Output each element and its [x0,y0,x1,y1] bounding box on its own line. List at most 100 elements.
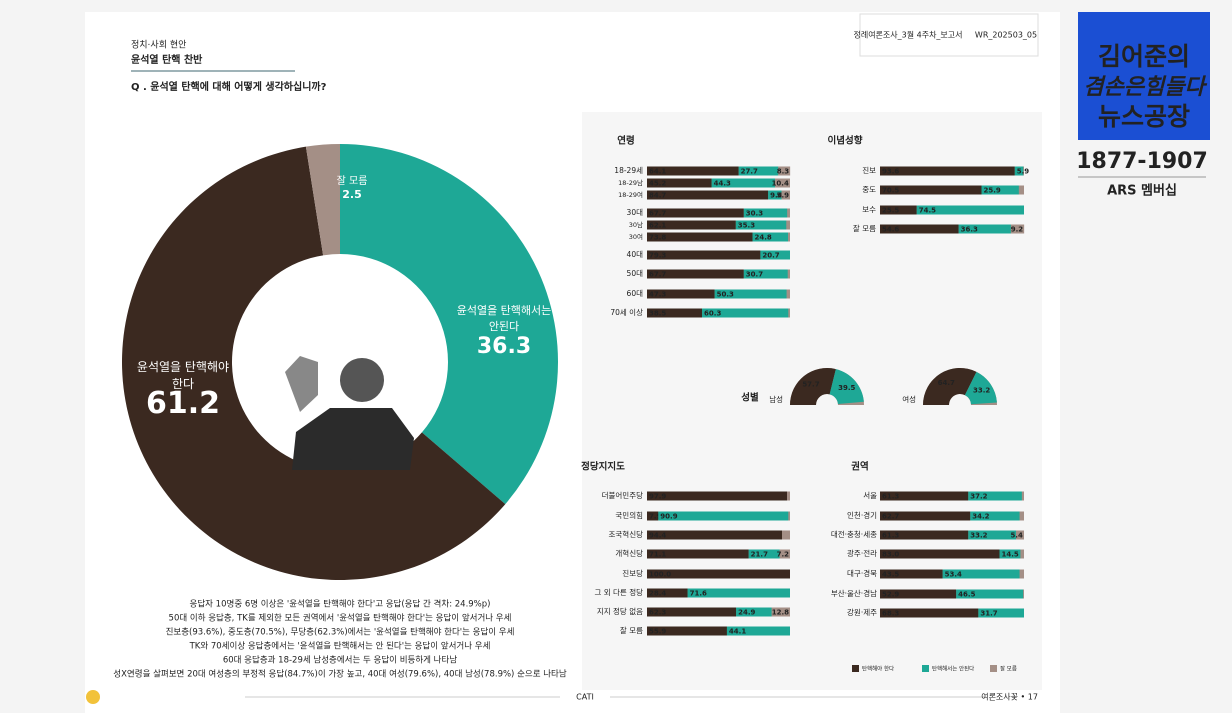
slice-value: 36.3 [476,334,532,359]
value-label: 94.4 [649,532,666,540]
value-label: 27.7 [741,168,758,176]
photo [285,356,414,470]
bar-segment [647,190,769,200]
value-label: 7.2 [777,551,790,559]
value-label: 50.3 [717,291,734,299]
value-label: 70.5 [882,187,899,195]
category-label: 잘 모름 [853,224,876,233]
legend-swatch [852,665,859,672]
value-label: 64.1 [649,168,666,176]
bar-segment [647,289,715,299]
value-label: 47.3 [649,291,666,299]
category-label: 대전·충청·세종 [831,529,877,539]
summary-line: 진보층(93.6%), 중도층(70.5%), 무당층(62.3%)에서는 '윤… [166,627,515,638]
value-label: 36.3 [961,226,978,234]
bar-segment [781,190,790,200]
footer-icon [86,690,100,704]
category-label: 조국혁신당 [609,529,644,539]
value-label: 30.3 [746,210,763,218]
summary-line: 50대 이하 응답층, TK를 제외한 모든 권역에서 '윤석열을 탄핵해야 한… [169,613,512,624]
logo-line3: 뉴스공장 [1098,102,1190,131]
summary-line: 응답자 10명중 6명 이상은 '윤석열을 탄핵해야 한다'고 응답(응답 간 … [190,599,491,610]
logo-box [1078,12,1210,140]
value-label: 44.1 [729,628,746,636]
value-label: 79.3 [649,252,666,260]
topic: 윤석열 탄핵 찬반 [131,53,203,66]
bar-segment [880,569,943,579]
category-label: 진보 [862,165,876,175]
bar-segment [880,224,959,234]
bar-segment [647,569,790,579]
bar-segment [647,607,737,617]
legend-label: 탄핵해서는 안된다 [932,665,974,673]
slice-label: 잘 모름 [336,176,368,187]
bar-segment [1010,224,1025,234]
category-label: 서울 [863,491,877,500]
category-label: 30여 [629,232,643,241]
value-label: 25.5 [882,207,899,215]
value-label: 74.5 [919,207,936,215]
value-label: 57.7 [802,381,819,389]
semi-segment [964,371,997,405]
value-label: 61.3 [882,532,899,540]
value-label: 44.3 [714,180,731,188]
value-label: 52.9 [882,591,899,599]
semi-segment [790,368,836,405]
value-label: 30.7 [746,271,763,279]
bar-segment [711,178,775,188]
value-label: 73.8 [649,234,666,242]
value-label: 64.7 [938,379,955,387]
value-label: 37.2 [970,493,987,501]
category-label: 그 외 다른 정당 [594,587,643,597]
legend-label: 잘 모름 [1000,665,1017,673]
value-label: 43.5 [882,571,899,579]
bar-segment [880,549,1000,559]
value-label: 93.6 [882,168,899,176]
bar-segment [942,569,1020,579]
legend-label: 탄핵해야 한다 [862,665,894,673]
category-label: 더불어민주당 [602,490,643,500]
value-label: 90.9 [660,513,677,521]
summary-line: 60대 응답층과 18-29세 남성층에서는 두 응답이 비등하게 나타남 [223,655,457,666]
header-box [859,13,1039,57]
value-label: 54.6 [882,226,899,234]
category-label: 중도 [862,185,876,194]
value-label: 5.9 [1017,168,1030,176]
legend-swatch [922,665,929,672]
bar-segment [726,626,790,636]
bar-segment [647,166,739,176]
slice-value: 61.2 [145,386,221,421]
category-label: 남성 [769,395,783,404]
bar-segment [768,190,782,200]
category-label: 잘 모름 [620,626,643,635]
bar-segment [647,626,727,636]
bar-segment [647,208,744,218]
bar-segment [647,549,749,559]
bar-segment [1016,530,1024,540]
bar-segment [647,232,753,242]
value-label: 100.0 [649,571,671,579]
value-label: 33.2 [970,532,987,540]
bar-segment [687,588,790,598]
value-label: 31.7 [980,610,997,618]
category-label: 40대 [627,250,644,259]
bar-segment [779,549,790,559]
slice-label: 윤석열을 탄핵해야 한다 [136,360,230,391]
category-label: 강원·제주 [847,607,877,617]
section: 정치·사회 현안 [131,39,186,51]
category-label: 50대 [627,269,644,278]
bar-segment [647,511,659,521]
value-label: 83.0 [882,551,899,559]
report-name: 정례여론조사_3월 4주차_보고서 [853,30,962,40]
category-label: 개혁신당 [615,548,643,558]
bar-segment [880,491,969,501]
bar-segment [956,589,1024,599]
category-label: 지지 정당 없음 [597,606,643,616]
bar-segment [778,166,791,176]
chart-title: 이념성향 [828,135,863,147]
value-label: 35.3 [738,222,755,230]
bar-segment [658,511,789,521]
value-label: 62.3 [649,609,666,617]
semi-segment [923,367,977,405]
bar-segment [743,269,788,279]
